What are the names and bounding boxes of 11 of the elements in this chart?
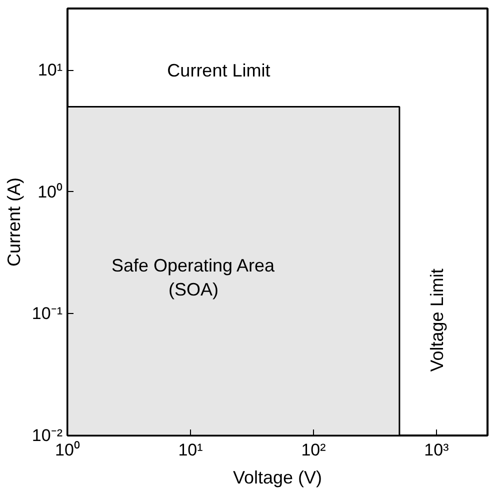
annotation: Current Limit: [167, 60, 270, 80]
x-tick-label: 10²: [301, 440, 326, 460]
x-axis-title: Voltage (V): [232, 468, 322, 488]
x-tick-label: 10³: [424, 440, 450, 460]
y-tick-label: 10⁰: [38, 182, 63, 202]
x-tick-label: 10¹: [178, 440, 204, 460]
annotation: Safe Operating Area (SOA): [111, 256, 276, 300]
y-tick-label: 10¹: [38, 60, 63, 80]
y-tick-label: 10⁻¹: [32, 304, 63, 324]
y-axis-title: Current (A): [4, 177, 24, 267]
annotation: Voltage Limit: [427, 268, 448, 372]
